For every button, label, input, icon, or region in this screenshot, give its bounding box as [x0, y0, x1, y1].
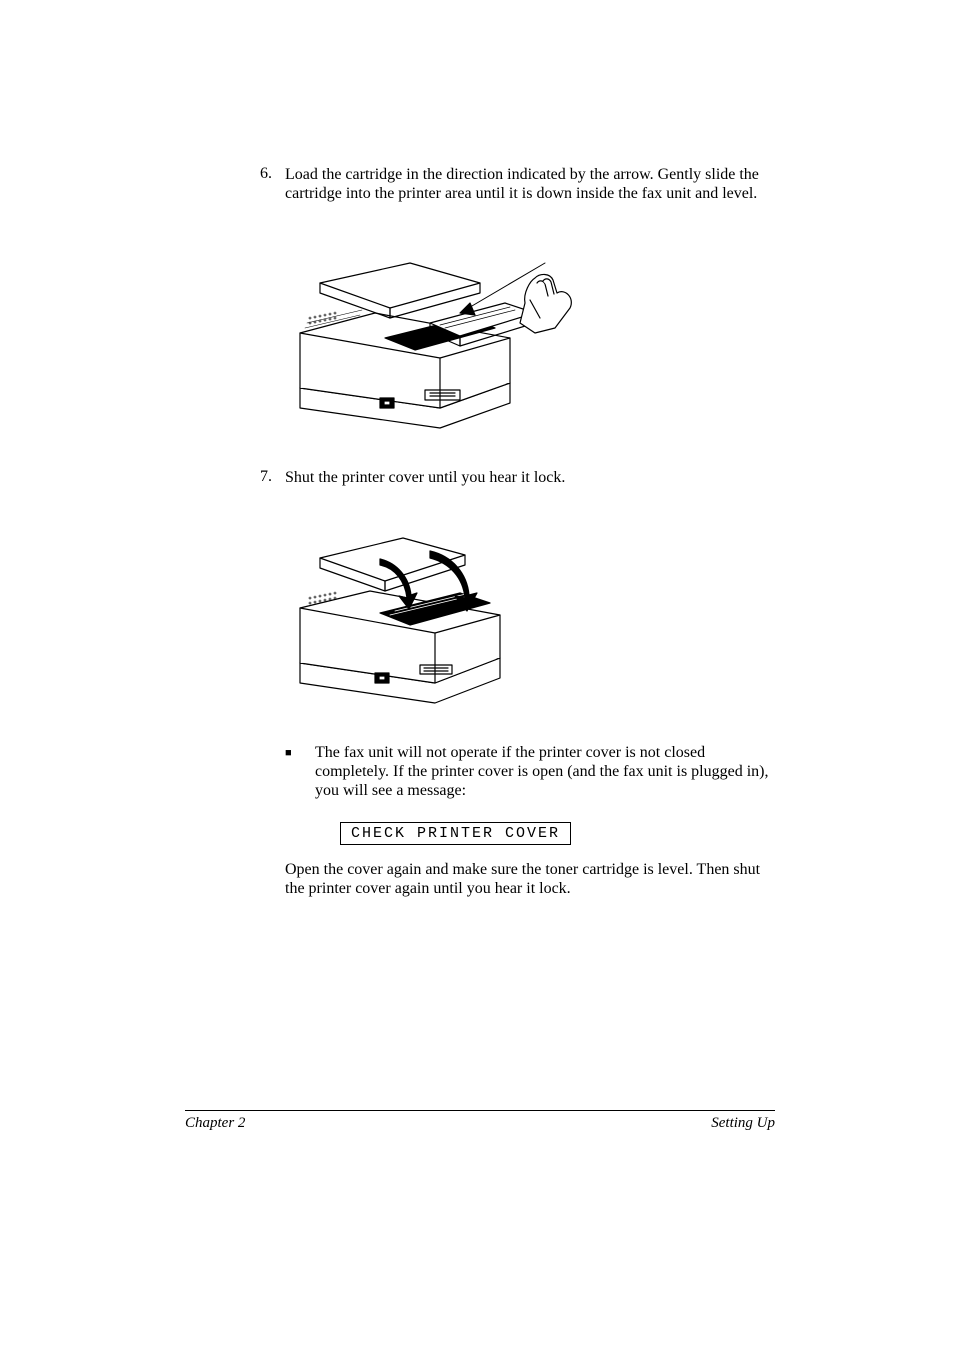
page-footer: Chapter 2 Setting Up: [185, 1110, 775, 1132]
footer-left: Chapter 2: [185, 1115, 245, 1132]
figure-close-cover: [285, 503, 775, 718]
step-text: Shut the printer cover until you hear it…: [285, 468, 775, 487]
bullet-mark: ■: [185, 743, 315, 801]
page-content: 6. Load the cartridge in the direction i…: [185, 165, 775, 899]
bullet-text: The fax unit will not operate if the pri…: [315, 743, 775, 801]
step-number: 6.: [185, 165, 285, 203]
figure-insert-cartridge: [285, 218, 775, 443]
closing-paragraph: Open the cover again and make sure the t…: [285, 860, 775, 898]
step-text: Load the cartridge in the direction indi…: [285, 165, 775, 203]
list-item: 6. Load the cartridge in the direction i…: [185, 165, 775, 203]
footer-right: Setting Up: [711, 1115, 775, 1132]
note-bullet: ■ The fax unit will not operate if the p…: [185, 743, 775, 801]
lcd-message: CHECK PRINTER COVER: [340, 822, 571, 845]
list-item: 7. Shut the printer cover until you hear…: [185, 468, 775, 487]
step-number: 7.: [185, 468, 285, 487]
